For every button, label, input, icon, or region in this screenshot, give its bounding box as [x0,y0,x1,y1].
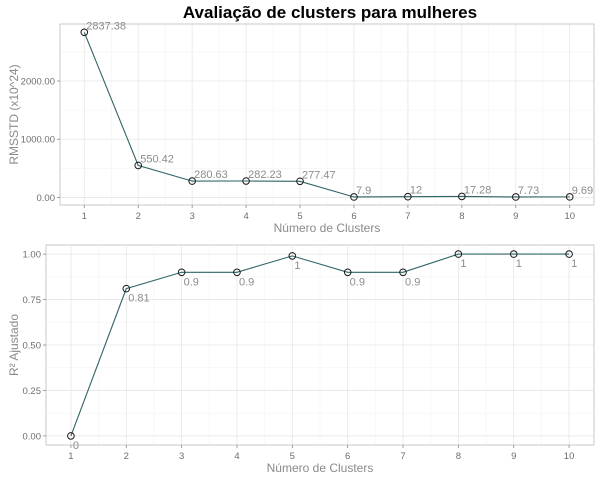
y-axis-title: R² Ajustado [7,314,21,376]
data-label: 282.23 [248,169,282,181]
data-point [458,192,466,201]
data-point [67,432,75,440]
data-label: 0.9 [405,276,420,288]
x-tick-label: 2 [136,211,141,222]
data-point [404,192,412,201]
x-tick-label: 9 [513,211,518,222]
y-tick-label: 0.00 [37,193,56,204]
data-point [565,250,573,258]
data-label: 7.9 [356,185,371,197]
data-point [343,268,352,277]
x-tick-label: 3 [190,211,195,222]
x-tick-label: 10 [564,211,575,222]
y-tick-label: 0.25 [23,386,42,397]
data-label: 1 [460,258,466,270]
data-label: 1 [294,260,300,272]
data-point [188,177,196,185]
data-point [134,161,143,170]
data-label: 9.69 [572,185,593,197]
data-label: 1 [571,258,577,270]
data-point [399,268,407,277]
data-label: 0.9 [350,276,365,288]
data-label: 280.63 [194,169,228,181]
data-label: 0.9 [184,276,199,288]
data-label: 7.73 [518,185,539,197]
data-label: 17.28 [464,184,492,196]
chart-title: Avaliação de clusters para mulheres [182,3,478,22]
x-tick-label: 5 [297,211,302,222]
data-point [177,268,186,277]
panel-border [59,23,595,206]
x-tick-label: 4 [234,451,239,462]
data-point [350,193,358,201]
y-tick-label: 1.00 [23,250,42,261]
x-tick-label: 7 [405,211,410,222]
data-label: 0.81 [128,293,149,305]
data-point [80,28,89,37]
x-tick-label: 6 [345,451,350,462]
x-tick-label: 6 [351,211,356,222]
x-axis-title: Número de Clusters [267,461,374,475]
data-label: 2837.38 [86,20,126,32]
data-point [565,193,574,201]
data-label: 12 [410,185,422,197]
x-tick-label: 4 [243,211,248,222]
data-label: 1 [516,258,522,270]
y-tick-label: 2000.00 [21,77,55,88]
data-label: 277.47 [302,169,336,181]
x-tick-label: 3 [179,451,184,462]
data-point [242,177,250,185]
x-tick-label: 5 [290,451,295,462]
x-tick-label: 1 [82,211,87,222]
x-tick-label: 7 [400,451,405,462]
y-tick-label: 0.75 [23,295,42,306]
data-point [511,193,520,201]
y-tick-label: 1000.00 [21,135,55,146]
x-tick-label: 8 [459,211,464,222]
data-point [233,268,241,277]
data-point [454,250,463,258]
x-tick-label: 9 [511,451,516,462]
data-point [296,177,304,186]
data-label: 550.42 [140,153,174,165]
y-axis-title: RMSSTD (x10^24) [7,64,21,164]
data-label: 0 [73,440,79,452]
series-line [83,32,570,198]
data-point [509,250,518,258]
x-tick-label: 10 [564,451,575,462]
data-label: 0.9 [239,276,254,288]
x-tick-label: 1 [68,451,73,462]
x-tick-label: 8 [456,451,461,462]
data-point [288,252,297,260]
x-axis-title: Número de Clusters [274,221,381,235]
x-tick-label: 2 [124,451,129,462]
y-tick-label: 0.00 [23,431,42,442]
y-tick-label: 0.50 [23,341,42,352]
series-line [70,253,570,437]
data-point [122,284,131,293]
